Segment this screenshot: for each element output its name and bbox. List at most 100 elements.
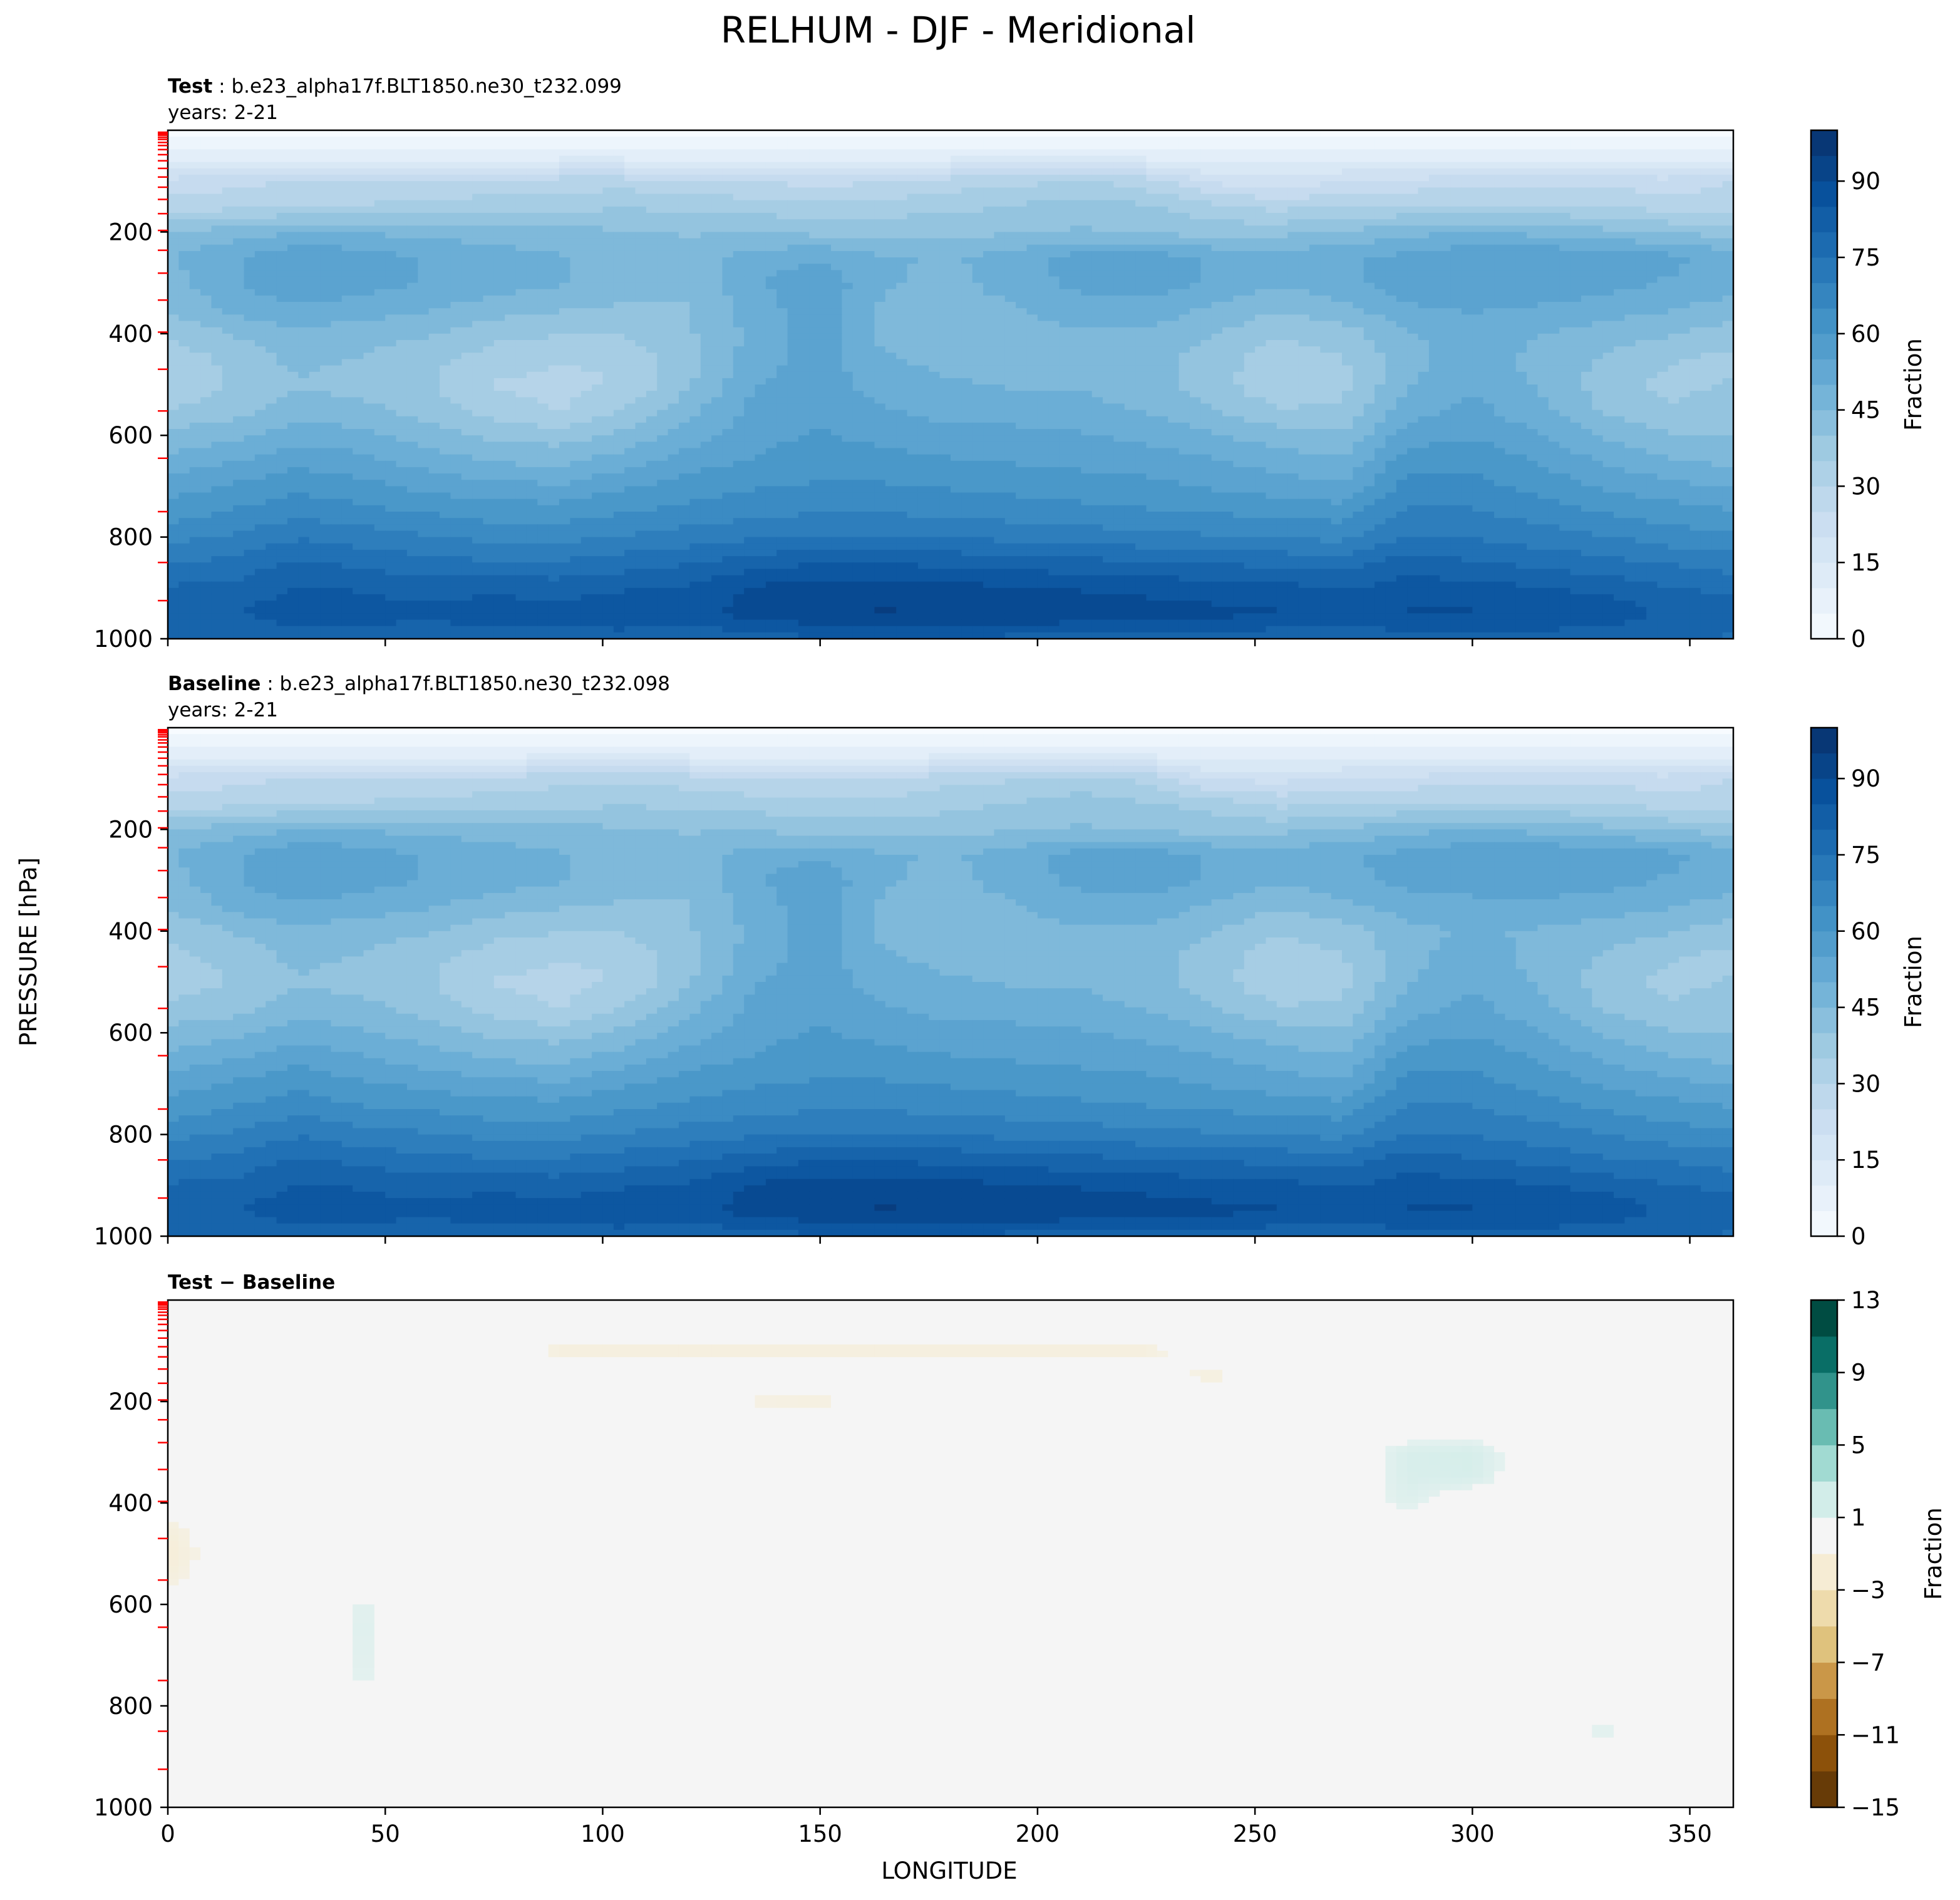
heatmap-cell [1179,238,1190,245]
heatmap-cell [1320,302,1332,309]
heatmap-cell [1407,168,1419,175]
heatmap-cell [1037,295,1049,302]
heatmap-cell [515,200,527,207]
heatmap-cell [776,270,788,277]
heatmap-cell [1537,212,1549,220]
heatmap-cell [320,333,332,341]
heatmap-cell [994,257,1006,264]
heatmap-cell [1375,130,1386,137]
heatmap-cell [385,327,397,334]
heatmap-cell [1385,219,1397,226]
heatmap-cell [1037,244,1049,252]
heatmap-cell [1168,181,1180,188]
heatmap-cell [1570,212,1582,220]
heatmap-cell [1244,168,1256,175]
heatmap-cell [1472,276,1484,284]
heatmap-cell [385,206,397,214]
heatmap-cell [787,155,799,163]
heatmap-cell [418,302,430,309]
heatmap-cell [733,244,745,252]
heatmap-cell [1385,282,1397,290]
heatmap-cell [1396,168,1408,175]
heatmap-cell [515,212,527,220]
heatmap-cell [1646,264,1658,271]
heatmap-cell [1320,181,1332,188]
heatmap-cell [809,321,821,328]
heatmap-cell [635,238,647,245]
heatmap-cell [1689,244,1701,252]
heatmap-cell [537,270,549,277]
heatmap-cell [1537,321,1549,328]
heatmap-cell [972,187,984,195]
heatmap-cell [744,225,756,232]
heatmap-cell [222,149,234,157]
heatmap-cell [1505,295,1517,302]
heatmap-cell [755,333,766,341]
heatmap-cell [1483,238,1495,245]
heatmap-cell [1450,339,1462,347]
heatmap-cell [1668,276,1679,284]
heatmap-cell [1298,302,1310,309]
heatmap-cell [287,257,299,264]
heatmap-cell [1048,346,1060,353]
heatmap-cell [1646,168,1658,175]
heatmap-cell [200,308,212,315]
heatmap-cell [646,321,658,328]
heatmap-cell [1255,264,1267,271]
heatmap-cell [1375,250,1386,258]
heatmap-cell [602,168,614,175]
heatmap-cell [798,282,810,290]
heatmap-cell [646,346,658,353]
heatmap-cell [864,200,875,207]
heatmap-cell [374,282,386,290]
heatmap-cell [1353,162,1364,169]
heatmap-cell [1189,206,1201,214]
heatmap-cell [1537,257,1549,264]
heatmap-cell [1233,270,1245,277]
heatmap-cell [592,181,604,188]
heatmap-cell [1700,257,1712,264]
heatmap-cell [1418,232,1430,239]
heatmap-cell [733,168,745,175]
heatmap-cell [461,244,473,252]
heatmap-cell [483,149,495,157]
heatmap-cell [537,149,549,157]
heatmap-cell [1440,212,1452,220]
heatmap-cell [428,155,440,163]
heatmap-cell [537,175,549,182]
heatmap-cell [200,143,212,150]
heatmap-cell [1146,339,1158,347]
heatmap-cell [1081,289,1093,296]
heatmap-cell [1276,187,1288,195]
heatmap-cell [450,225,462,232]
heatmap-cell [200,264,212,271]
heatmap-cell [526,130,538,137]
heatmap-cell [450,314,462,322]
heatmap-cell [1287,308,1299,315]
heatmap-cell [798,162,810,169]
heatmap-cell [820,333,832,341]
heatmap-cell [493,270,505,277]
heatmap-cell [635,181,647,188]
heatmap-cell [1146,270,1158,277]
heatmap-cell [1331,314,1343,322]
heatmap-cell [1689,270,1701,277]
heatmap-cell [1276,314,1288,322]
heatmap-cell [1059,314,1071,322]
heatmap-cell [211,244,223,252]
heatmap-cell [440,282,451,290]
heatmap-cell [515,264,527,271]
heatmap-cell [1440,155,1452,163]
heatmap-cell [266,302,277,309]
heatmap-cell [1233,232,1245,239]
heatmap-cell [222,155,234,163]
heatmap-cell [1537,295,1549,302]
heatmap-cell [657,333,669,341]
heatmap-cell [1668,175,1679,182]
heatmap-cell [570,276,582,284]
heatmap-cell [178,333,190,341]
heatmap-cell [755,276,766,284]
heatmap-cell [678,206,690,214]
heatmap-cell [1179,333,1190,341]
heatmap-cell [1200,321,1212,328]
